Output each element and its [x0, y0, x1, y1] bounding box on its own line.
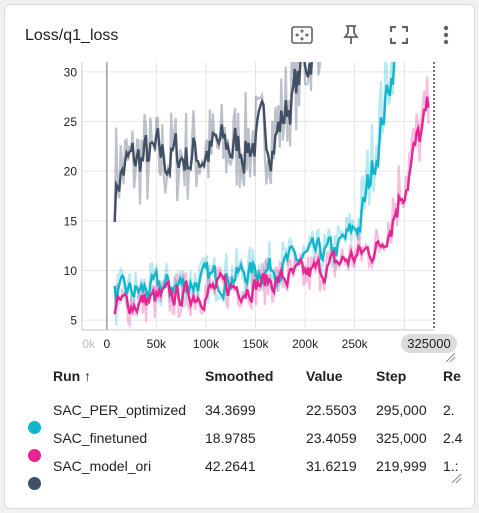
column-header-relative[interactable]: Re [443, 368, 461, 384]
chart-axes: 51015202530050k100k150k200k250k30k [64, 62, 434, 351]
pin-icon [343, 25, 359, 44]
loss-chart[interactable]: 51015202530050k100k150k200k250k30k 32500… [0, 0, 479, 370]
y-tick-label: 5 [70, 314, 77, 328]
x-tick-label: 250k [342, 337, 369, 351]
card-title: Loss/q1_loss [25, 27, 119, 44]
y-tick-label: 15 [64, 214, 78, 228]
x-tick-label: 150k [243, 337, 270, 351]
smoothed-value: 34.3699 [205, 402, 256, 418]
x-tick-label: 50k [147, 337, 167, 351]
step-value: 219,999 [376, 458, 427, 474]
relative-value: 2. [443, 402, 455, 418]
raw-value: 31.6219 [306, 458, 357, 474]
y-tick-label: 20 [64, 165, 78, 179]
run-color-swatch[interactable] [28, 421, 41, 434]
column-header-step[interactable]: Step [376, 368, 407, 384]
more-options-button[interactable] [433, 22, 459, 48]
step-value: 295,000 [376, 402, 427, 418]
x-tick-label: 100k [193, 337, 220, 351]
relative-value: 2.4 [443, 430, 463, 446]
more-vert-icon [443, 25, 449, 45]
chart-resize-handle[interactable] [445, 352, 456, 363]
pin-button[interactable] [338, 22, 364, 48]
y-tick-label: 25 [64, 115, 78, 129]
relative-value: 1.: [443, 458, 459, 474]
x-tick-label-partial: 0k [82, 337, 96, 351]
step-value: 325,000 [376, 430, 427, 446]
raw-line-SAC_model_ori [113, 62, 322, 223]
column-header-smoothed[interactable]: Smoothed [205, 368, 274, 384]
x-tick-label: 200k [292, 337, 319, 351]
run-name: SAC_model_ori [53, 458, 152, 474]
run-color-swatch[interactable] [28, 477, 41, 490]
x-tick-label: 0 [103, 337, 110, 351]
table-resize-handle[interactable] [450, 472, 462, 484]
run-name: SAC_PER_optimized [53, 402, 187, 418]
smoothed-value: 42.2641 [205, 458, 256, 474]
chart-smoothed-lines [113, 62, 430, 315]
smoothed-line-SAC_model_ori [113, 62, 313, 223]
smoothed-line-SAC_finetuned [113, 96, 430, 315]
y-tick-label: 30 [64, 65, 78, 79]
fit-to-data-icon [291, 26, 313, 44]
run-name: SAC_finetuned [53, 430, 148, 446]
fullscreen-icon [390, 26, 408, 44]
y-tick-label: 10 [64, 264, 78, 278]
raw-value: 22.5503 [306, 402, 357, 418]
smoothed-value: 18.9785 [205, 430, 256, 446]
hover-step-badge: 325000 [401, 334, 457, 353]
smoothed-line-SAC_PER_optimized [113, 62, 396, 302]
hover-step-label: 325000 [407, 336, 450, 351]
fit-to-data-button[interactable] [289, 22, 315, 48]
raw-value: 23.4059 [306, 430, 357, 446]
column-header-value[interactable]: Value [306, 368, 343, 384]
run-color-swatch[interactable] [28, 449, 41, 462]
column-header-run[interactable]: Run ↑ [53, 368, 92, 384]
fullscreen-button[interactable] [386, 22, 412, 48]
